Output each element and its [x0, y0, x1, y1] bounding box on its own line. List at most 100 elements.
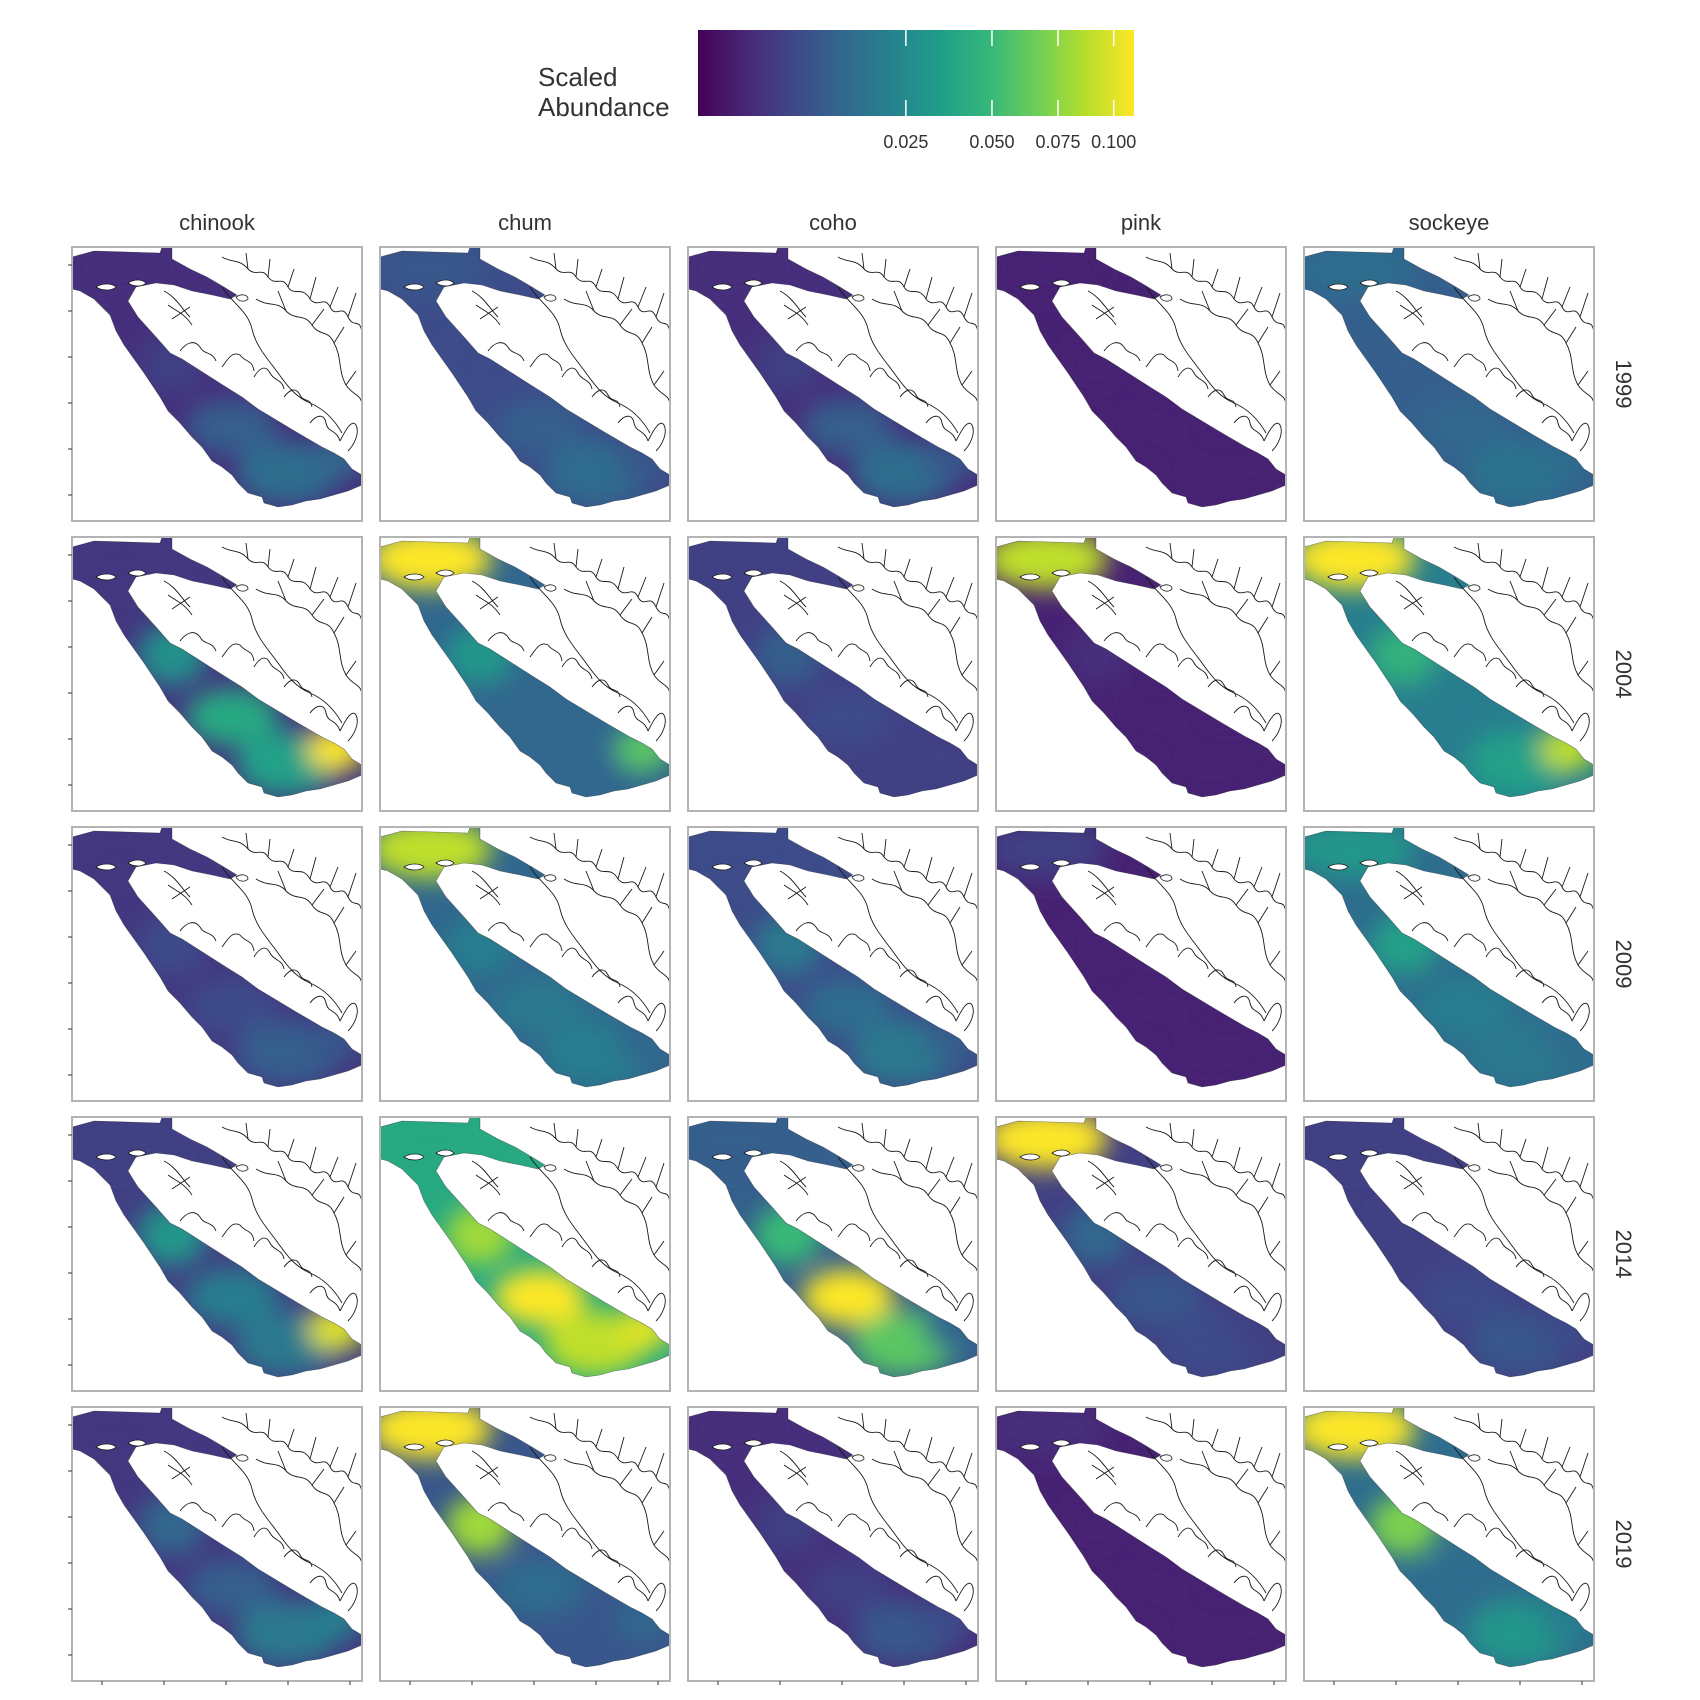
water-outline: [995, 1116, 1287, 1378]
coastline-segment: [309, 705, 358, 742]
hotspot-central_strait: [802, 979, 894, 1035]
coastline-segment: [617, 995, 666, 1032]
coastline-segment: [487, 1502, 563, 1532]
coastline-segment: [1487, 878, 1595, 988]
panel-border: [379, 246, 671, 522]
panel-border: [379, 1116, 671, 1392]
coastline-segment: [553, 542, 665, 608]
abundance-field: [688, 1117, 978, 1377]
hotspot-central_strait: [802, 399, 894, 455]
coastline-segment: [861, 832, 973, 898]
map-panel-chinook-2004: [71, 536, 363, 812]
water-outline: [71, 1116, 363, 1378]
island-outline: [1327, 1443, 1349, 1451]
island-outline: [403, 573, 425, 581]
water-outline: [379, 826, 671, 1088]
coastline-segment: [861, 542, 973, 608]
coastline-segment: [1201, 290, 1281, 386]
coastline-segment: [869, 367, 929, 408]
island-outline: [1327, 1153, 1349, 1161]
coastline-segment: [795, 922, 871, 952]
map-panel-sockeye-2009: [1303, 826, 1595, 1102]
coastline-segment: [309, 1285, 358, 1322]
hotspot-group: [380, 1407, 670, 1665]
panel-border: [71, 826, 363, 1102]
panel-border: [379, 826, 671, 1102]
hotspot-central_strait: [1418, 979, 1510, 1035]
island-outline: [127, 569, 147, 577]
water-outline: [379, 1406, 671, 1668]
coastline-segment: [1103, 342, 1179, 372]
coastline-detail: [471, 1412, 671, 1612]
coastline-segment: [837, 1416, 979, 1494]
coastline-segment: [1177, 367, 1237, 408]
map-panel-chum-1999: [379, 246, 671, 522]
coastline-segment: [255, 588, 363, 698]
water-outline: [687, 536, 979, 798]
abundance-field: [688, 247, 978, 507]
legend-title-line1: Scaled: [538, 62, 618, 92]
coastline-segment: [837, 1156, 959, 1304]
legend-colorbar: [698, 30, 1134, 116]
hotspot-central_strait: [1110, 1269, 1202, 1325]
water-outline: [1303, 826, 1595, 1088]
coastline-segment: [1169, 1412, 1281, 1478]
coastline-segment: [1477, 542, 1589, 608]
coastline-segment: [309, 415, 358, 452]
panel-border: [687, 826, 979, 1102]
island-outline: [435, 1439, 455, 1447]
island-outline: [743, 1439, 763, 1447]
island-outline: [743, 1149, 763, 1157]
coastline-segment: [795, 632, 871, 662]
coastline-segment: [1233, 1575, 1282, 1612]
island-outline: [435, 279, 455, 287]
coastline-segment: [553, 252, 665, 318]
coastline-detail: [1087, 542, 1287, 742]
panel-border: [71, 246, 363, 522]
coastline-segment: [617, 1575, 666, 1612]
island-outline: [1359, 1149, 1379, 1157]
coastline-segment: [1233, 705, 1282, 742]
coastline-detail: [1395, 542, 1595, 742]
island-outline: [1159, 294, 1173, 302]
island-outline: [435, 1149, 455, 1157]
water-outline: [71, 536, 363, 798]
map-panel-chinook-1999: [71, 246, 363, 522]
island-outline: [127, 279, 147, 287]
coastline-segment: [529, 286, 651, 434]
coastline-segment: [1509, 290, 1589, 386]
hotspot-central_strait: [494, 399, 586, 455]
island-outline: [1019, 1443, 1041, 1451]
coastline-segment: [471, 1160, 501, 1196]
coastline-segment: [893, 580, 973, 676]
facet-row-label-1999: 1999: [1611, 360, 1636, 409]
island-outline: [1019, 283, 1041, 291]
panel-border: [71, 536, 363, 812]
hotspot-central_strait: [186, 399, 278, 455]
abundance-field: [380, 1407, 670, 1667]
coastline-segment: [563, 1458, 671, 1568]
island-outline: [435, 859, 455, 867]
coastline-segment: [1485, 947, 1545, 988]
hotspot-central_strait: [494, 1559, 586, 1615]
island-outline: [1359, 1439, 1379, 1447]
coastline-segment: [163, 870, 193, 906]
coastline-segment: [277, 580, 357, 676]
island-outline: [1019, 1153, 1041, 1161]
coastline-segment: [245, 542, 357, 608]
coastline-segment: [925, 1575, 974, 1612]
coastline-segment: [471, 870, 501, 906]
coastline-segment: [1509, 1160, 1589, 1256]
coastline-segment: [795, 342, 871, 372]
coastline-segment: [1541, 415, 1590, 452]
island-outline: [127, 1439, 147, 1447]
panel-border: [995, 536, 1287, 812]
facet-row-label-2004: 2004: [1611, 650, 1636, 699]
coastline-segment: [1509, 580, 1589, 676]
coastline-segment: [179, 1212, 255, 1242]
coastline-segment: [561, 367, 621, 408]
hotspot-central_strait: [1418, 689, 1510, 745]
coastline-segment: [253, 1527, 313, 1568]
coastline-segment: [871, 878, 979, 988]
coastline-segment: [1103, 1502, 1179, 1532]
